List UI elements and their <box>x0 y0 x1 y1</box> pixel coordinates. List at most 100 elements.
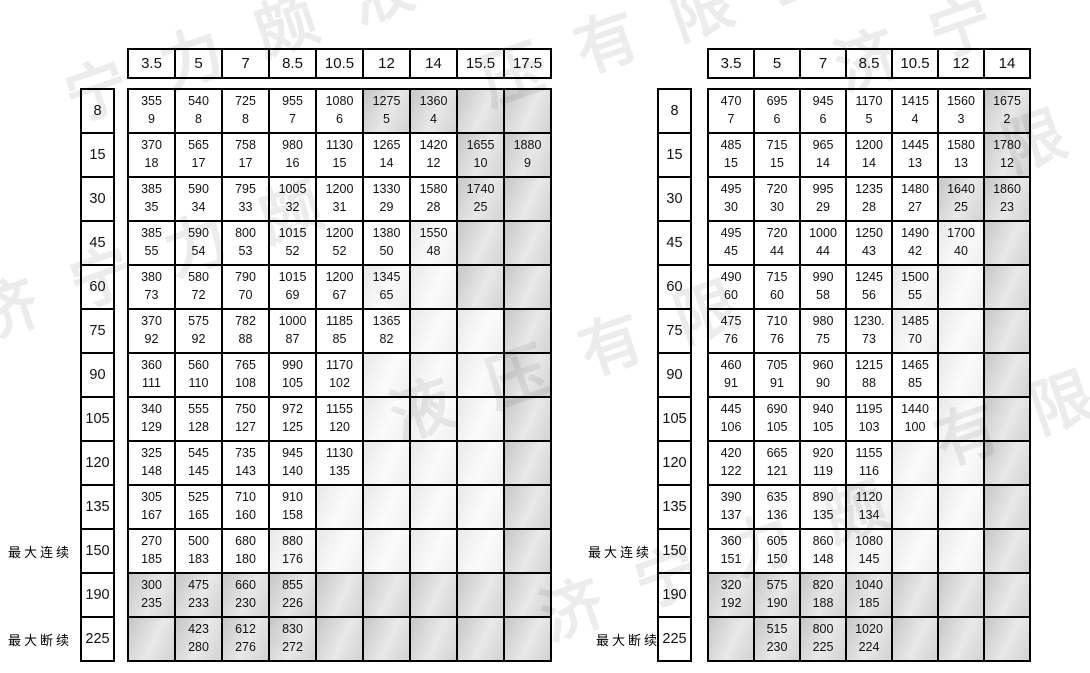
column-header: 3.5 <box>129 50 176 79</box>
data-cell <box>893 486 939 530</box>
data-cell <box>505 310 552 354</box>
data-cell: 665 121 <box>755 442 801 486</box>
row-header: 150 <box>659 530 692 574</box>
data-cell <box>505 530 552 574</box>
data-cell: 355 9 <box>129 90 176 134</box>
row-header: 75 <box>82 310 115 354</box>
data-cell: 1415 4 <box>893 90 939 134</box>
data-cell <box>985 354 1031 398</box>
data-cell <box>458 486 505 530</box>
data-cell <box>411 354 458 398</box>
data-cell: 1080 6 <box>317 90 364 134</box>
data-cell <box>709 618 755 662</box>
row-header: 190 <box>659 574 692 618</box>
data-cell: 525 165 <box>176 486 223 530</box>
row-header: 45 <box>659 222 692 266</box>
data-cell: 1640 25 <box>939 178 985 222</box>
column-header: 10.5 <box>893 50 939 79</box>
row-header: 135 <box>659 486 692 530</box>
data-cell <box>458 442 505 486</box>
column-header: 14 <box>411 50 458 79</box>
data-cell <box>505 618 552 662</box>
data-cell: 1230. 73 <box>847 310 893 354</box>
data-cell <box>939 398 985 442</box>
data-cell: 1215 88 <box>847 354 893 398</box>
data-cell <box>985 486 1031 530</box>
data-cell: 565 17 <box>176 134 223 178</box>
data-cell <box>505 90 552 134</box>
data-cell: 680 180 <box>223 530 270 574</box>
data-cell: 1560 3 <box>939 90 985 134</box>
data-cell <box>985 222 1031 266</box>
data-cell <box>893 530 939 574</box>
row-header: 60 <box>659 266 692 310</box>
column-header: 8.5 <box>847 50 893 79</box>
column-header: 15.5 <box>458 50 505 79</box>
data-cell <box>939 442 985 486</box>
data-cell: 380 73 <box>129 266 176 310</box>
data-cell: 765 108 <box>223 354 270 398</box>
data-cell: 940 105 <box>801 398 847 442</box>
data-cell: 360 111 <box>129 354 176 398</box>
row-header: 190 <box>82 574 115 618</box>
column-header: 14 <box>985 50 1031 79</box>
data-cell: 735 143 <box>223 442 270 486</box>
column-header: 10.5 <box>317 50 364 79</box>
data-cell: 1700 40 <box>939 222 985 266</box>
data-cell: 945 6 <box>801 90 847 134</box>
data-cell: 580 72 <box>176 266 223 310</box>
data-cell: 1155 116 <box>847 442 893 486</box>
column-header: 17.5 <box>505 50 552 79</box>
data-cell <box>458 266 505 310</box>
data-cell: 715 15 <box>755 134 801 178</box>
data-cell <box>505 222 552 266</box>
data-cell <box>317 530 364 574</box>
data-cell <box>505 486 552 530</box>
left-table-row-header-column: 8 15 30 45 60 75 90 105 120 135 150 190 225 <box>80 88 115 662</box>
data-cell: 1080 145 <box>847 530 893 574</box>
data-cell: 1020 224 <box>847 618 893 662</box>
data-cell: 320 192 <box>709 574 755 618</box>
data-cell: 1015 52 <box>270 222 317 266</box>
data-cell: 860 148 <box>801 530 847 574</box>
data-cell: 1275 5 <box>364 90 411 134</box>
data-cell <box>985 618 1031 662</box>
data-cell: 1005 32 <box>270 178 317 222</box>
data-cell: 500 183 <box>176 530 223 574</box>
row-header: 105 <box>659 398 692 442</box>
data-cell: 1330 29 <box>364 178 411 222</box>
data-cell <box>458 574 505 618</box>
data-cell: 1345 65 <box>364 266 411 310</box>
data-cell: 560 110 <box>176 354 223 398</box>
data-cell: 1000 44 <box>801 222 847 266</box>
data-cell <box>364 354 411 398</box>
data-cell: 965 14 <box>801 134 847 178</box>
data-cell: 1365 82 <box>364 310 411 354</box>
data-cell: 475 76 <box>709 310 755 354</box>
data-cell: 1740 25 <box>458 178 505 222</box>
data-cell: 720 30 <box>755 178 801 222</box>
data-cell: 910 158 <box>270 486 317 530</box>
data-cell: 990 105 <box>270 354 317 398</box>
data-cell <box>317 486 364 530</box>
right-table-row-header-column: 8 15 30 45 60 75 90 105 120 135 150 190 225 <box>657 88 692 662</box>
data-cell <box>505 442 552 486</box>
data-cell: 495 30 <box>709 178 755 222</box>
column-header: 7 <box>223 50 270 79</box>
data-cell <box>939 486 985 530</box>
data-cell: 1265 14 <box>364 134 411 178</box>
data-cell <box>505 354 552 398</box>
data-cell <box>893 574 939 618</box>
row-header: 90 <box>82 354 115 398</box>
column-header: 7 <box>801 50 847 79</box>
data-cell: 710 76 <box>755 310 801 354</box>
row-header: 45 <box>82 222 115 266</box>
data-cell: 955 7 <box>270 90 317 134</box>
data-cell <box>985 530 1031 574</box>
data-cell: 710 160 <box>223 486 270 530</box>
data-cell: 370 18 <box>129 134 176 178</box>
data-cell: 390 137 <box>709 486 755 530</box>
row-header: 90 <box>659 354 692 398</box>
data-cell <box>317 574 364 618</box>
data-cell: 360 151 <box>709 530 755 574</box>
